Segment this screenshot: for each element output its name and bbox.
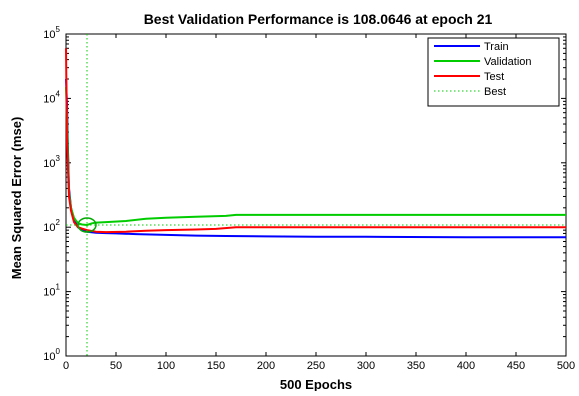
x-tick-label: 0 xyxy=(63,360,69,372)
x-tick-label: 50 xyxy=(110,360,122,372)
y-tick-label-base: 10 xyxy=(43,222,55,234)
legend-label-validation: Validation xyxy=(484,56,532,68)
legend-label-test: Test xyxy=(484,71,504,83)
x-tick-label: 400 xyxy=(457,360,475,372)
y-tick-label-base: 10 xyxy=(43,158,55,170)
y-tick-label-base: 10 xyxy=(43,93,55,105)
y-tick-label-exponent: 1 xyxy=(56,283,61,292)
y-axis-label: Mean Squared Error (mse) xyxy=(9,117,24,280)
x-tick-label: 350 xyxy=(407,360,425,372)
series-line-test xyxy=(65,48,566,234)
x-tick-label: 250 xyxy=(307,360,325,372)
legend: Train Validation Test Best xyxy=(427,37,560,107)
y-tick-label-exponent: 3 xyxy=(56,154,61,163)
y-tick-label-base: 10 xyxy=(43,29,55,41)
x-tick-label: 300 xyxy=(357,360,375,372)
best-marker-circle xyxy=(77,217,97,233)
y-tick-label-base: 10 xyxy=(43,351,55,363)
legend-label-best: Best xyxy=(484,86,506,98)
y-tick-label: 101 xyxy=(43,283,60,299)
y-tick-label: 100 xyxy=(43,347,60,363)
x-tick-label: 500 xyxy=(557,360,575,372)
chart-title: Best Validation Performance is 108.0646 … xyxy=(144,11,493,27)
y-tick-label: 104 xyxy=(43,89,60,105)
x-axis-label: 500 Epochs xyxy=(280,377,352,391)
y-tick-label: 102 xyxy=(43,218,60,234)
y-tick-label-exponent: 4 xyxy=(56,89,61,98)
x-tick-label: 200 xyxy=(257,360,275,372)
y-tick-label: 105 xyxy=(43,25,60,41)
y-tick-label-base: 10 xyxy=(43,287,55,299)
legend-box xyxy=(427,37,560,107)
x-tick-label: 450 xyxy=(507,360,525,372)
x-tick-label: 150 xyxy=(207,360,225,372)
y-tick-label-exponent: 5 xyxy=(56,25,61,34)
x-tick-label: 100 xyxy=(157,360,175,372)
y-tick-label: 103 xyxy=(43,154,60,170)
y-tick-label-exponent: 2 xyxy=(56,218,61,227)
legend-label-train: Train xyxy=(484,41,509,53)
y-tick-label-exponent: 0 xyxy=(56,347,61,356)
